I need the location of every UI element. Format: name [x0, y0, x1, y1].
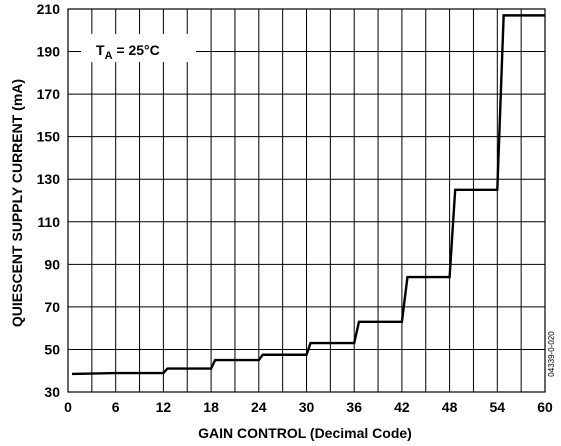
- y-tick-label: 210: [37, 1, 61, 17]
- y-tick-label: 70: [44, 299, 60, 315]
- x-tick-label: 18: [203, 399, 219, 415]
- temperature-annotation: TA = 25°C: [81, 34, 196, 62]
- y-tick-label: 170: [37, 86, 61, 102]
- x-tick-label: 42: [394, 399, 410, 415]
- y-tick-label: 190: [37, 44, 61, 60]
- series-line-1: [71, 14, 545, 376]
- y-tick-label: 130: [37, 171, 61, 187]
- annotation-subscript: A: [105, 50, 113, 62]
- x-tick-label: 12: [156, 399, 172, 415]
- annotation-background: [81, 34, 196, 62]
- y-tick-label: 110: [37, 214, 60, 230]
- y-axis-label: QUIESCENT SUPPLY CURRENT (mA): [9, 79, 25, 327]
- x-tick-label: 30: [299, 399, 315, 415]
- x-tick-label: 48: [442, 399, 458, 415]
- annotation-text: TA = 25°C: [96, 42, 160, 62]
- grid: [67, 8, 546, 393]
- plot-frame: [67, 8, 546, 393]
- x-tick-label: 24: [251, 399, 267, 415]
- x-tick-label: 54: [490, 399, 506, 415]
- x-tick-label: 60: [537, 399, 553, 415]
- x-tick-label: 0: [64, 399, 72, 415]
- x-tick-label: 36: [346, 399, 362, 415]
- tick-labels: 0 6 12 18 24 30 36 42 48 54 60 30 50 70 90 110 130 150 170…: [37, 1, 553, 415]
- x-axis-label: GAIN CONTROL (Decimal Code): [198, 425, 412, 441]
- y-tick-label: 150: [37, 129, 61, 145]
- figure-id-note: 04339-0-020: [547, 331, 556, 377]
- annotation-symbol: T: [96, 42, 105, 58]
- x-tick-label: 6: [112, 399, 120, 415]
- y-tick-label: 90: [44, 256, 60, 272]
- y-tick-label: 50: [44, 341, 60, 357]
- annotation-value: = 25°C: [113, 42, 160, 58]
- y-tick-label: 30: [44, 384, 60, 400]
- series-layer: [71, 14, 545, 376]
